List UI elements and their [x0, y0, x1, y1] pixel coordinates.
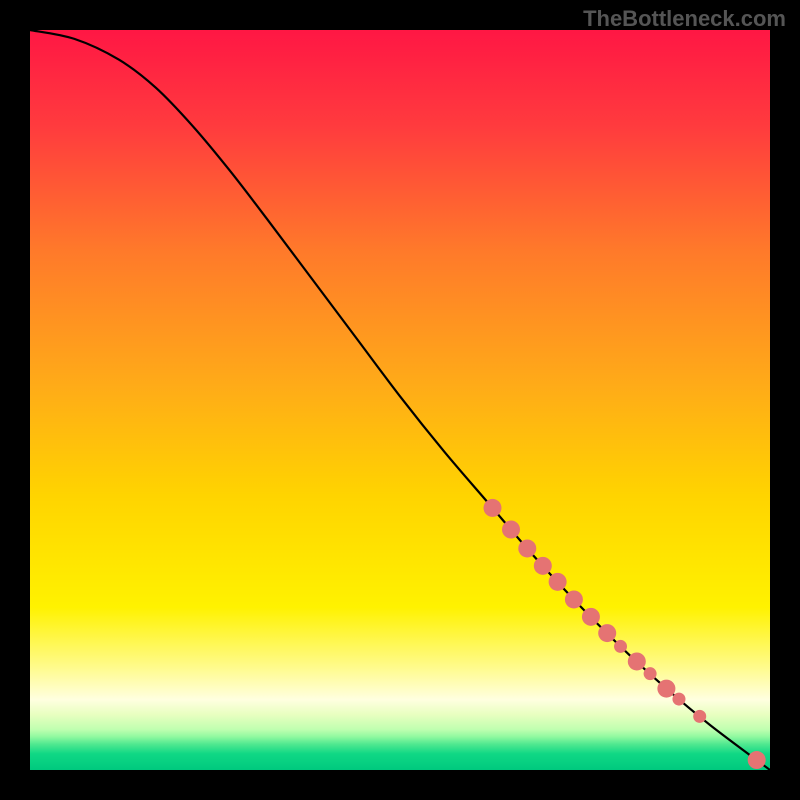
chart-background	[30, 30, 770, 770]
watermark-text: TheBottleneck.com	[583, 6, 786, 32]
data-point	[484, 499, 502, 517]
data-point	[582, 608, 600, 626]
data-point	[748, 751, 766, 769]
data-point	[518, 539, 536, 557]
data-point	[565, 590, 583, 608]
data-point	[628, 652, 646, 670]
data-point	[644, 667, 657, 680]
chart-container: TheBottleneck.com	[0, 0, 800, 800]
data-point	[549, 573, 567, 591]
bottleneck-chart	[0, 0, 800, 800]
data-point	[657, 680, 675, 698]
data-point	[614, 640, 627, 653]
data-point	[598, 624, 616, 642]
data-point	[502, 521, 520, 539]
data-point	[693, 710, 706, 723]
data-point	[672, 693, 685, 706]
data-point	[534, 557, 552, 575]
